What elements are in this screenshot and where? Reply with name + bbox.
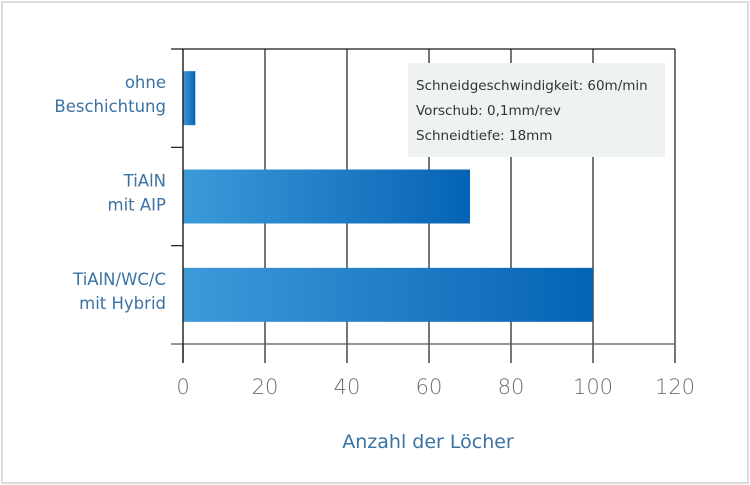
category-label: Beschichtung [54,97,166,116]
bar [183,267,593,322]
x-axis-label: Anzahl der Löcher [342,431,514,453]
x-tick-label: 80 [498,375,525,399]
category-labels: ohne Beschichtung TiAlN mit AIP TiAlN/WC/C mi… [54,73,166,313]
annotation-box: Schneidgeschwindigkeit: 60m/min Vorschub… [408,63,665,157]
x-tick-label: 120 [655,375,695,399]
x-tick-label: 20 [252,375,279,399]
category-label: TiAlN [123,172,166,191]
axes [171,48,676,363]
annotation-line: Vorschub: 0,1mm/rev [416,103,561,119]
bar [183,71,196,126]
category-label: ohne [125,73,166,92]
x-tick-label: 100 [573,375,613,399]
category-label: TiAlN/WC/C [72,270,166,289]
category-label: mit Hybrid [79,294,166,313]
annotation-background [408,63,665,157]
annotation-line: Schneidtiefe: 18mm [416,128,552,144]
x-tick-label: 60 [416,375,443,399]
annotation-line: Schneidgeschwindigkeit: 60m/min [416,78,648,94]
x-tick-labels: 0 20 40 60 80 100 120 [176,375,695,399]
category-label: mit AIP [108,196,167,215]
bars [183,71,593,322]
bar [183,169,470,224]
x-tick-label: 0 [176,375,189,399]
x-tick-label: 40 [334,375,361,399]
